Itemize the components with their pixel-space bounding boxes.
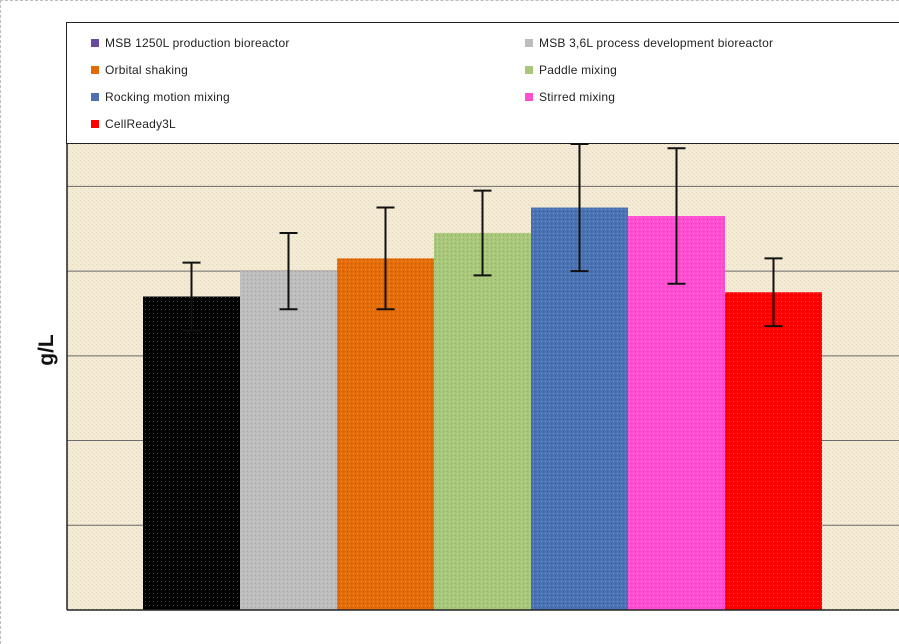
- legend-label: Paddle mixing: [539, 63, 617, 77]
- legend-swatch: [91, 39, 99, 47]
- error-bar: [764, 257, 783, 328]
- chart-legend: MSB 1250L production bioreactor MSB 3,6L…: [66, 22, 899, 144]
- error-bar: [570, 143, 589, 273]
- legend-label: MSB 1250L production bioreactor: [105, 36, 290, 50]
- bar-texture: [725, 292, 822, 610]
- legend-item-paddle-mixing: Paddle mixing: [525, 60, 617, 80]
- bar-texture: [531, 207, 628, 610]
- legend-label: MSB 3,6L process development bioreactor: [539, 36, 774, 50]
- bars: [143, 207, 822, 611]
- legend-label: CellReady3L: [105, 117, 176, 131]
- legend-swatch: [91, 66, 99, 74]
- bar-texture: [434, 232, 531, 611]
- legend-label: Stirred mixing: [539, 90, 616, 104]
- legend-swatch: [91, 120, 99, 128]
- error-bar: [667, 147, 686, 285]
- legend-item-rocking-motion: Rocking motion mixing: [91, 87, 230, 107]
- legend-label: Rocking motion mixing: [105, 90, 230, 104]
- bar-texture: [337, 258, 434, 610]
- legend-item-msb-3-6l: MSB 3,6L process development bioreactor: [525, 33, 773, 53]
- legend-item-msb-1250l: MSB 1250L production bioreactor: [91, 33, 290, 53]
- bar-texture: [143, 296, 240, 610]
- error-bar: [182, 261, 201, 332]
- legend-item-cellready: CellReady3L: [91, 114, 176, 134]
- error-bar: [279, 231, 298, 311]
- legend-swatch: [525, 39, 533, 47]
- legend-swatch: [525, 93, 533, 101]
- legend-item-stirred-mixing: Stirred mixing: [525, 87, 615, 107]
- error-bars: [182, 143, 783, 332]
- legend-item-orbital-shaking: Orbital shaking: [91, 60, 188, 80]
- legend-swatch: [91, 93, 99, 101]
- legend-label: Orbital shaking: [105, 63, 189, 77]
- bar-texture: [240, 271, 337, 610]
- error-bar: [376, 206, 395, 311]
- legend-swatch: [525, 66, 533, 74]
- error-bar: [473, 189, 492, 277]
